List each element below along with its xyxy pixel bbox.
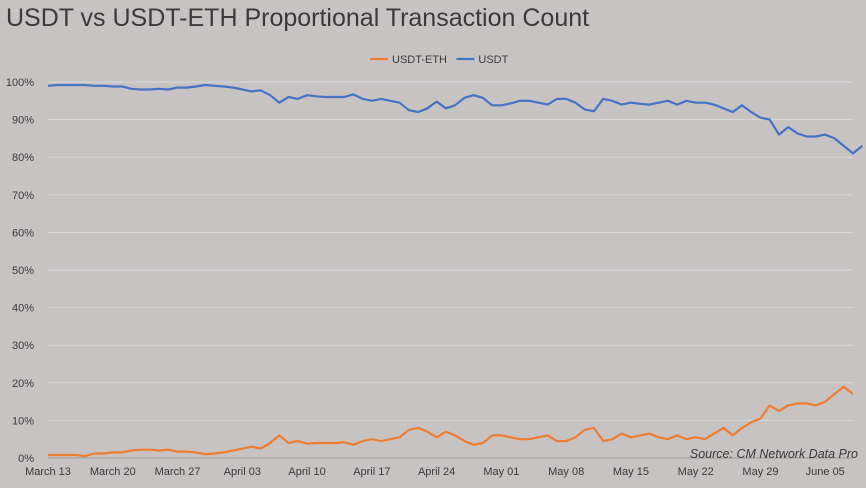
y-tick-label: 0%	[18, 453, 34, 465]
y-tick-label: 90%	[12, 115, 34, 127]
series-line-usdt-eth	[48, 385, 854, 458]
legend: USDT-ETH USDT	[370, 54, 509, 66]
gridlines	[48, 81, 853, 459]
series-lines	[47, 83, 863, 458]
y-tick-label: 20%	[12, 378, 34, 390]
x-tick-label: April 24	[418, 466, 455, 478]
y-tick-label: 70%	[12, 190, 34, 202]
x-tick-label: April 17	[353, 466, 390, 478]
y-tick-label: 40%	[12, 303, 34, 315]
chart-title: USDT vs USDT-ETH Proportional Transactio…	[6, 4, 590, 32]
x-tick-label: May 01	[483, 466, 519, 478]
legend-label: USDT	[478, 54, 508, 66]
x-tick-label: May 22	[678, 466, 714, 478]
y-tick-label: 60%	[12, 227, 34, 239]
legend-label: USDT-ETH	[392, 54, 447, 66]
x-tick-label: April 10	[288, 466, 325, 478]
x-tick-label: April 03	[224, 466, 261, 478]
y-tick-label: 80%	[12, 152, 34, 164]
series-line-usdt	[47, 83, 863, 155]
x-tick-label: March 13	[25, 466, 71, 478]
x-tick-label: May 08	[548, 466, 584, 478]
y-tick-label: 50%	[12, 265, 34, 277]
y-tick-label: 30%	[12, 340, 34, 352]
x-tick-label: March 20	[90, 466, 136, 478]
source-annotation: Source: CM Network Data Pro	[690, 447, 858, 461]
x-tick-label: May 29	[742, 466, 778, 478]
y-tick-label: 10%	[12, 415, 34, 427]
x-tick-label: May 15	[613, 466, 649, 478]
x-tick-label: June 05	[806, 466, 845, 478]
x-tick-label: March 27	[155, 466, 201, 478]
y-tick-label: 100%	[6, 77, 34, 89]
axes: 0% 10% 20% 30% 40% 50% 60% 70% 80% 90% 100% March 1…	[6, 77, 845, 478]
